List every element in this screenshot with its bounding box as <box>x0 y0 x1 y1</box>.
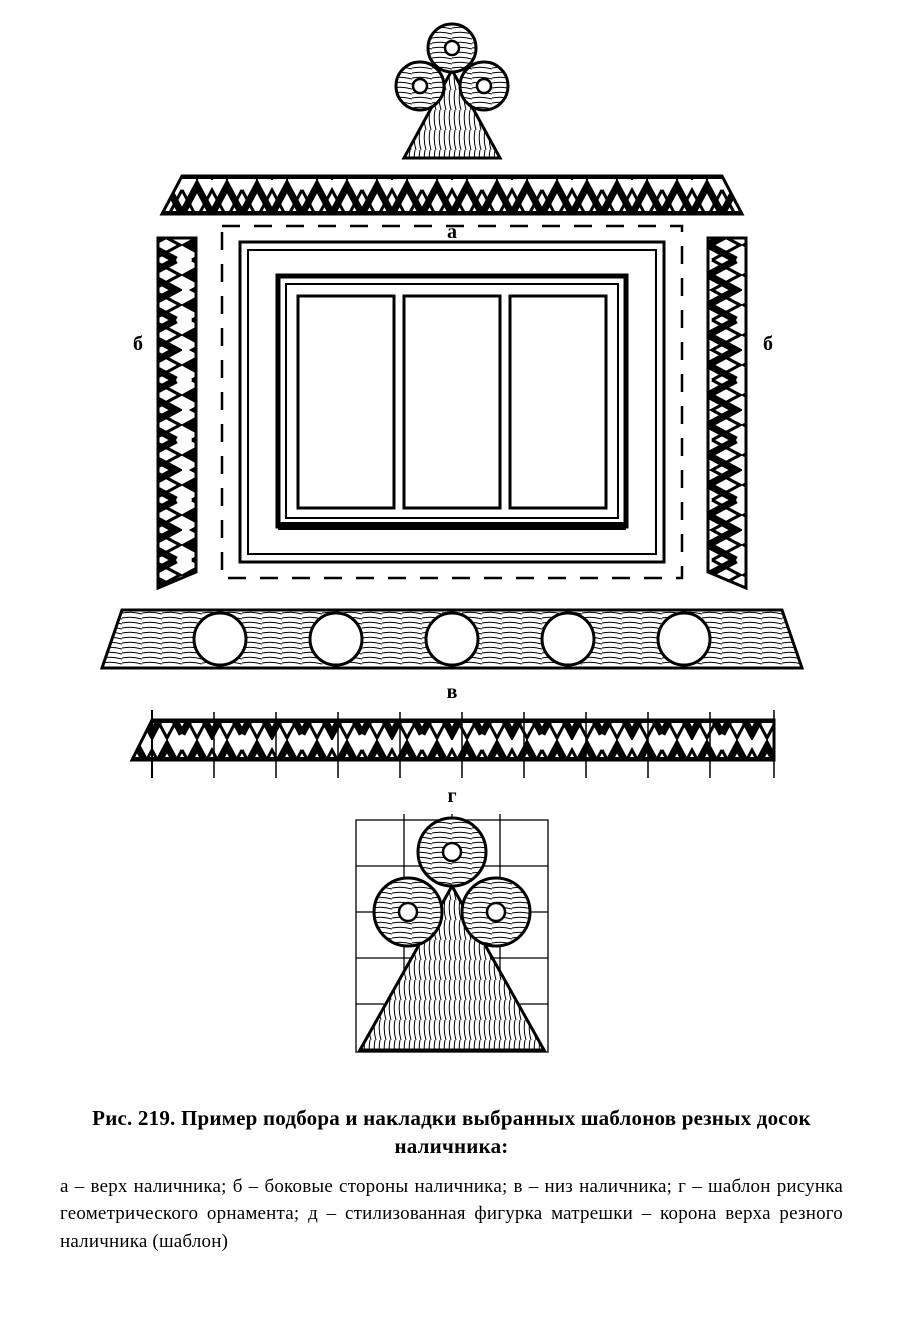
figure-title: Пример подбора и накладки выбранных шабл… <box>181 1106 811 1158</box>
part-g-template <box>132 710 774 778</box>
label-b-left: б <box>133 333 143 355</box>
part-b-right <box>708 238 746 588</box>
part-a-top-band <box>162 176 742 214</box>
diagram-svg: а б <box>62 20 842 1060</box>
figure-caption-title: Рис. 219. Пример подбора и накладки выбр… <box>60 1104 843 1161</box>
window-area <box>222 226 682 578</box>
figure-caption-legend: а – верх наличника; б – боковые стороны … <box>60 1173 843 1256</box>
label-b-right: б <box>763 333 773 355</box>
label-v: в <box>446 681 457 703</box>
figure-area: а б <box>60 20 843 1060</box>
page-root: а б <box>0 0 903 1295</box>
label-g: г <box>447 785 456 807</box>
part-v-bottom-band <box>102 610 802 668</box>
figure-number: Рис. 219. <box>92 1106 175 1130</box>
label-a: а <box>447 221 457 243</box>
part-d-template <box>356 814 548 1052</box>
part-b-left <box>158 238 196 588</box>
part-finial-top <box>396 24 508 158</box>
